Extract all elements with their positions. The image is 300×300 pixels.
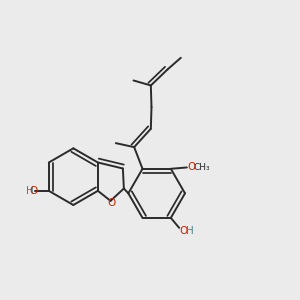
Text: CH₃: CH₃ [194, 163, 210, 172]
Text: H: H [26, 186, 34, 196]
Text: O: O [180, 226, 188, 236]
Text: O: O [107, 198, 116, 208]
Text: O: O [188, 163, 196, 172]
Text: H: H [186, 226, 194, 236]
Text: O: O [29, 186, 38, 196]
